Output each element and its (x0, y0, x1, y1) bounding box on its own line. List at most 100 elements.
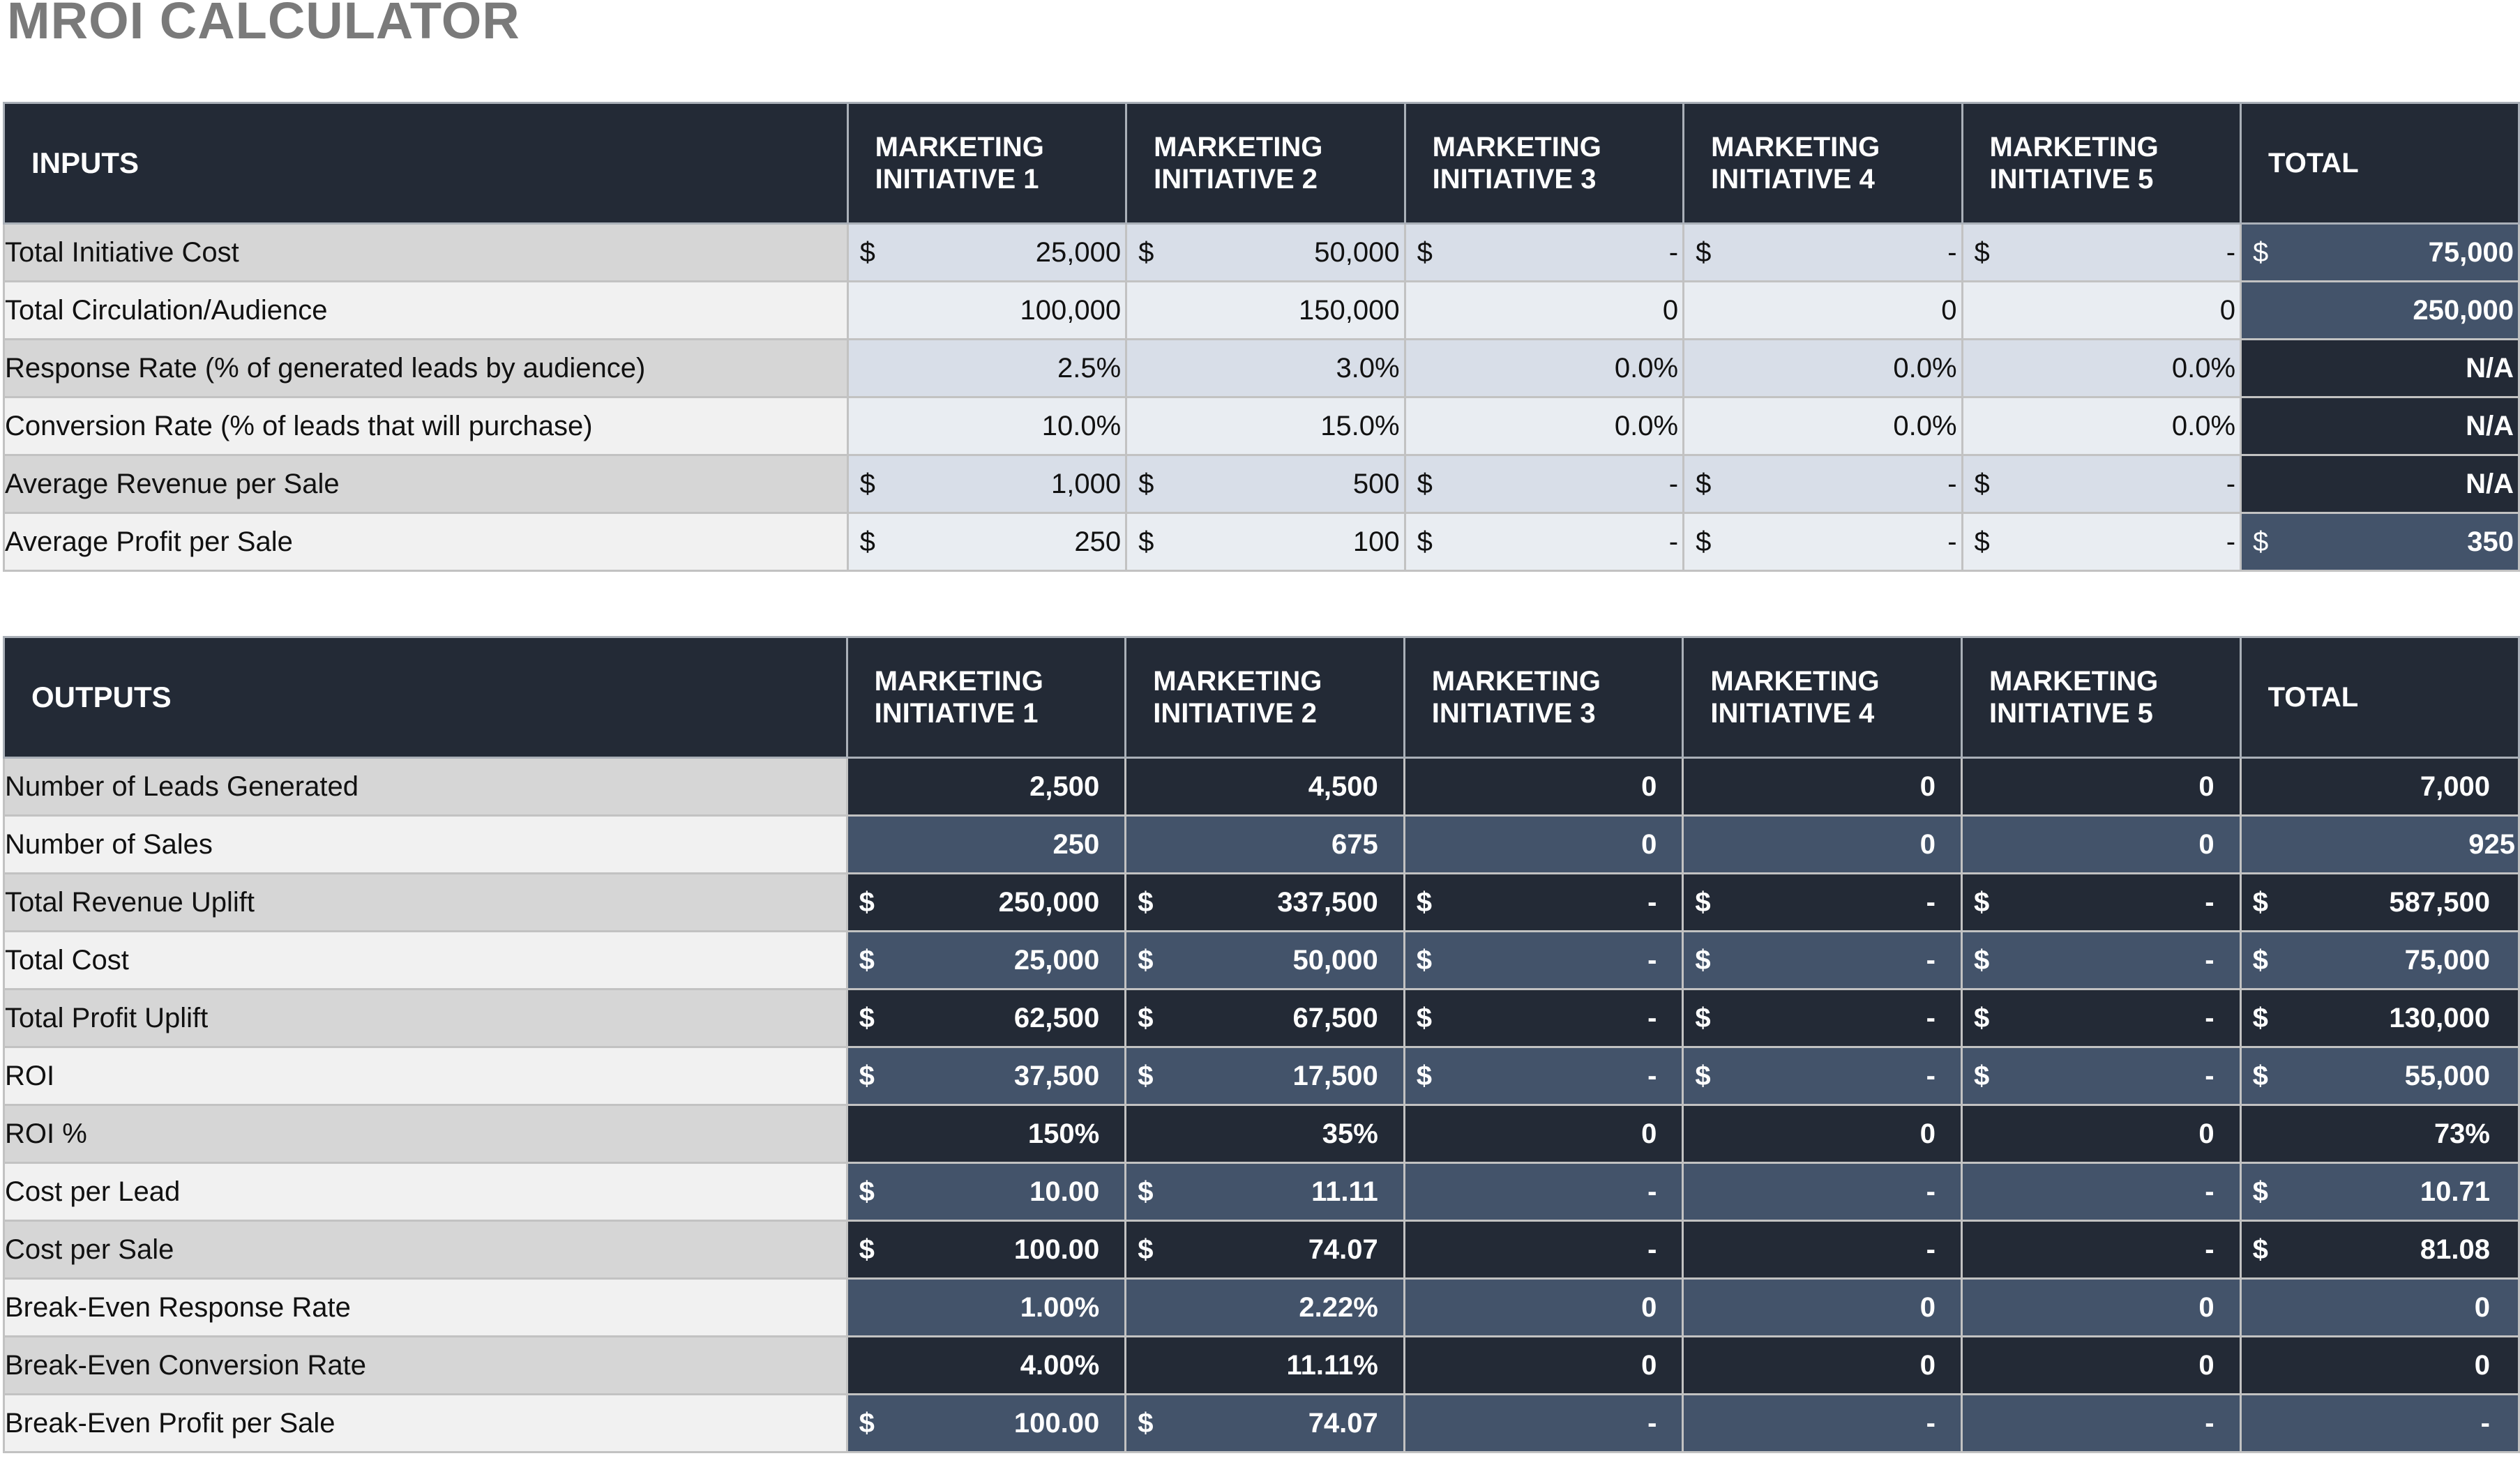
inputs-value-cell[interactable]: 0.0% (1403, 396, 1685, 456)
cell-value: 150% (1027, 1118, 1100, 1149)
outputs-total-cell: 925 (2239, 814, 2520, 874)
cell-value: 925 (2468, 828, 2515, 860)
inputs-value-cell[interactable]: 0 (1682, 280, 1963, 340)
cell-value: 17,500 (1292, 1060, 1378, 1091)
cell-value: 25,000 (1013, 944, 1100, 976)
outputs-value-cell: 1.00% (845, 1277, 1127, 1337)
outputs-value-cell: 0 (1682, 814, 1963, 874)
cell-value: 0 (2198, 1291, 2215, 1323)
cell-value: 337,500 (1277, 886, 1378, 918)
currency-symbol: $ (1417, 468, 1433, 499)
outputs-row-label: Break-Even Conversion Rate (3, 1335, 848, 1395)
cell-value: 250 (1052, 828, 1100, 860)
cell-value: - (1947, 468, 1957, 499)
outputs-col-initiative-3: MARKETING INITIATIVE 3 (1403, 636, 1684, 759)
currency-symbol: $ (859, 468, 875, 499)
currency-symbol: $ (1973, 1060, 1990, 1091)
currency-symbol: $ (1695, 886, 1711, 918)
inputs-value-cell[interactable]: $100 (1125, 512, 1406, 572)
inputs-value-cell[interactable]: $ - (1961, 454, 2242, 514)
cell-value: 350 (2467, 526, 2514, 557)
cell-value: - (1647, 1176, 1657, 1207)
outputs-total-cell: 0 (2239, 1277, 2520, 1337)
outputs-row-label: Total Revenue Uplift (3, 872, 848, 932)
outputs-value-cell: 4.00% (845, 1335, 1127, 1395)
inputs-value-cell[interactable]: 100,000 (846, 280, 1128, 340)
inputs-value-cell[interactable]: 150,000 (1125, 280, 1406, 340)
inputs-row: Response Rate (% of generated leads by a… (3, 338, 2520, 398)
cell-value: 0 (1919, 828, 1936, 860)
inputs-col-initiative-3: MARKETING INITIATIVE 3 (1403, 102, 1685, 225)
inputs-value-cell[interactable]: $ - (1961, 512, 2242, 572)
outputs-value-cell: 2.22% (1124, 1277, 1405, 1337)
inputs-value-cell[interactable]: $ - (1403, 454, 1685, 514)
inputs-value-cell[interactable]: 3.0% (1125, 338, 1406, 398)
inputs-section-label: INPUTS (3, 102, 849, 225)
inputs-value-cell[interactable]: 0.0% (1403, 338, 1685, 398)
cell-value: 15.0% (1320, 410, 1400, 441)
cell-value: 3.0% (1336, 352, 1400, 384)
inputs-value-cell[interactable]: 0 (1961, 280, 2242, 340)
inputs-value-cell[interactable]: 0.0% (1682, 396, 1963, 456)
inputs-value-cell[interactable]: $ - (1403, 512, 1685, 572)
cell-value: - (1926, 1002, 1936, 1033)
inputs-value-cell[interactable]: 0.0% (1961, 396, 2242, 456)
inputs-value-cell[interactable]: $25,000 (846, 222, 1128, 282)
outputs-col-initiative-1: MARKETING INITIATIVE 1 (845, 636, 1127, 759)
currency-symbol: $ (1138, 944, 1154, 976)
inputs-value-cell[interactable]: 2.5% (846, 338, 1128, 398)
cell-value: 0 (1641, 1118, 1657, 1149)
inputs-value-cell[interactable]: $500 (1125, 454, 1406, 514)
outputs-row: Number of Sales 250 675 0 0 0 925 (3, 814, 2520, 874)
inputs-value-cell[interactable]: $250 (846, 512, 1128, 572)
outputs-value-cell: $337,500 (1124, 872, 1405, 932)
cell-value: 73% (2434, 1118, 2490, 1149)
cell-value: 0 (1919, 1349, 1936, 1381)
cell-value: 4,500 (1308, 771, 1378, 802)
cell-value: 500 (1352, 468, 1400, 499)
currency-symbol: $ (1973, 886, 1990, 918)
cell-value: 0 (1662, 294, 1679, 326)
outputs-row-label: Total Profit Uplift (3, 988, 848, 1048)
outputs-value-cell: $100.00 (845, 1393, 1127, 1453)
outputs-value-cell: $ - (1403, 930, 1684, 990)
cell-value: - (2205, 1407, 2215, 1439)
outputs-value-cell: $10.00 (845, 1162, 1127, 1222)
inputs-value-cell[interactable]: 0.0% (1682, 338, 1963, 398)
cell-value: 81.08 (2420, 1234, 2490, 1265)
inputs-value-cell[interactable]: 0.0% (1961, 338, 2242, 398)
cell-value: - (1647, 1002, 1657, 1033)
cell-value: 675 (1331, 828, 1378, 860)
inputs-value-cell[interactable]: 0 (1403, 280, 1685, 340)
outputs-value-cell: 150% (845, 1104, 1127, 1164)
outputs-value-cell: $25,000 (845, 930, 1127, 990)
inputs-value-cell[interactable]: $ - (1682, 222, 1963, 282)
outputs-row-label: ROI (3, 1046, 848, 1106)
cell-value: - (2205, 1176, 2215, 1207)
inputs-row: Total Initiative Cost $25,000 $50,000 $ - $ - $… (3, 222, 2520, 282)
cell-value: 55,000 (2404, 1060, 2490, 1091)
outputs-total-cell: $55,000 (2239, 1046, 2520, 1106)
inputs-value-cell[interactable]: $ - (1961, 222, 2242, 282)
currency-symbol: $ (1696, 468, 1712, 499)
inputs-value-cell[interactable]: $1,000 (846, 454, 1128, 514)
inputs-value-cell[interactable]: 10.0% (846, 396, 1128, 456)
currency-symbol: $ (2252, 944, 2268, 976)
outputs-row: Number of Leads Generated 2,500 4,500 0 0 0 7,… (3, 757, 2520, 817)
outputs-value-cell: $ - (1960, 1046, 2242, 1106)
outputs-table: OUTPUTS MARKETING INITIATIVE 1 MARKETING I… (3, 636, 2520, 1453)
inputs-value-cell[interactable]: $50,000 (1125, 222, 1406, 282)
cell-value: 10.0% (1041, 410, 1122, 441)
cell-value: 0.0% (1893, 352, 1957, 384)
cell-value: 75,000 (2404, 944, 2490, 976)
currency-symbol: $ (1138, 1002, 1154, 1033)
cell-value: 0.0% (1614, 410, 1679, 441)
outputs-value-cell: 35% (1124, 1104, 1405, 1164)
inputs-value-cell[interactable]: 15.0% (1125, 396, 1406, 456)
inputs-value-cell[interactable]: $ - (1403, 222, 1685, 282)
inputs-value-cell[interactable]: $ - (1682, 512, 1963, 572)
outputs-value-cell: - (1960, 1220, 2242, 1280)
inputs-value-cell[interactable]: $ - (1682, 454, 1963, 514)
outputs-value-cell: $11.11 (1124, 1162, 1405, 1222)
cell-value: 150,000 (1299, 294, 1400, 326)
